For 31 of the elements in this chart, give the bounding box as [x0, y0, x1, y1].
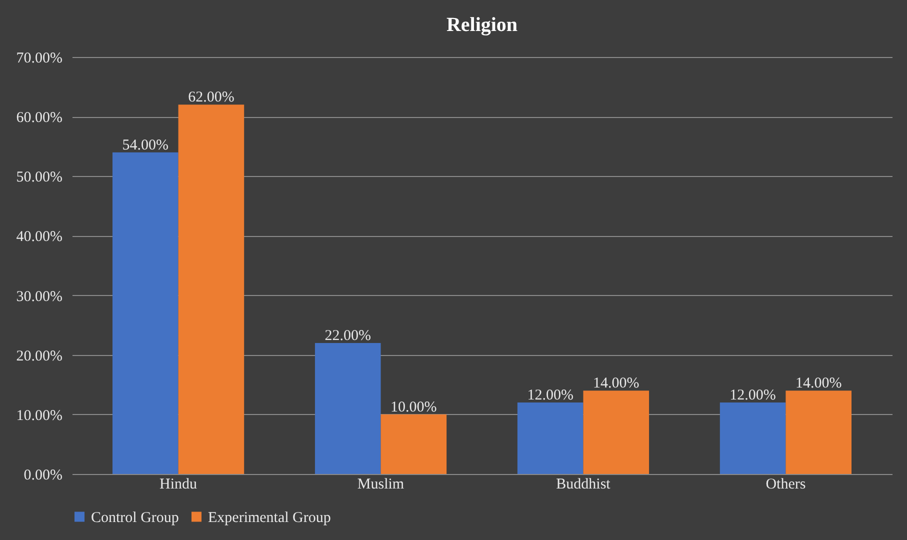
data-label: 62.00% — [188, 90, 234, 106]
data-label: 22.00% — [324, 328, 371, 344]
bar — [720, 402, 786, 474]
chart-title: Religion — [446, 14, 518, 36]
data-label: 12.00% — [527, 388, 574, 404]
x-tick-label: Hindu — [160, 476, 198, 492]
bar — [583, 390, 650, 474]
data-label: 10.00% — [390, 399, 437, 416]
bar — [380, 414, 447, 474]
data-label: 14.00% — [795, 376, 842, 392]
y-tick-label: 0.00% — [24, 468, 62, 484]
bar — [112, 152, 178, 474]
data-label: 14.00% — [593, 376, 640, 392]
x-tick-label: Others — [766, 476, 806, 492]
bar — [786, 390, 852, 474]
y-tick-label: 20.00% — [16, 348, 62, 364]
legend-label: Control Group — [91, 510, 179, 526]
x-tick-label: Buddhist — [556, 476, 612, 492]
y-tick-label: 50.00% — [16, 170, 62, 186]
data-label: 12.00% — [730, 388, 776, 404]
legend-label: Experimental Group — [208, 510, 331, 526]
data-label: 54.00% — [122, 137, 169, 154]
y-tick-label: 60.00% — [16, 110, 62, 126]
y-tick-label: 70.00% — [16, 50, 62, 66]
bar — [314, 342, 381, 474]
bar — [178, 104, 244, 474]
x-tick-label: Muslim — [357, 476, 404, 492]
y-tick-label: 10.00% — [16, 408, 62, 424]
y-tick-label: 30.00% — [16, 288, 62, 305]
y-tick-label: 40.00% — [16, 229, 62, 246]
bar — [517, 402, 584, 474]
